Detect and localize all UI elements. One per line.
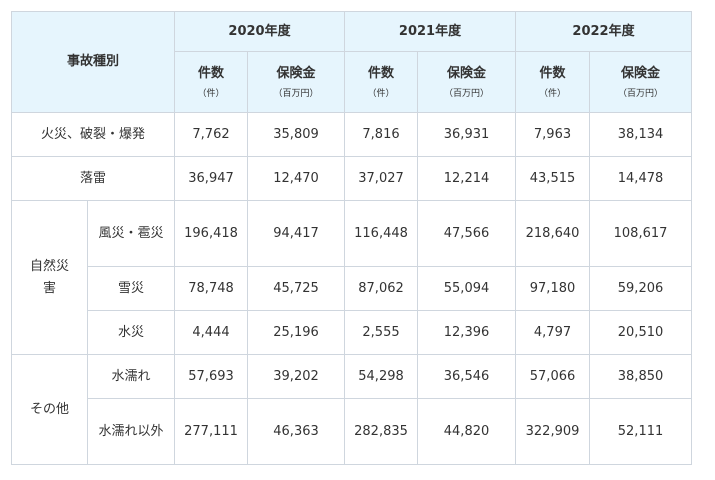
table-cell: 35,809 <box>247 112 346 157</box>
table-cell: 7,816 <box>344 112 419 157</box>
table-cell: 57,693 <box>174 354 249 399</box>
table-cell: 7,963 <box>515 112 591 157</box>
table-cell: 282,835 <box>344 398 419 465</box>
table-cell: 52,111 <box>589 398 693 465</box>
row-label: 落雷 <box>10 156 176 201</box>
table-cell: 94,417 <box>247 200 346 267</box>
category-header: 事故種別 <box>10 11 176 113</box>
table-cell: 39,202 <box>247 354 346 399</box>
insurance-header: 保険金 （百万円） <box>247 51 346 113</box>
count-header: 件数 （件） <box>344 51 419 113</box>
table-cell: 36,947 <box>174 156 249 201</box>
insurance-label: 保険金 <box>621 66 661 81</box>
count-label: 件数 <box>198 66 225 81</box>
table-cell: 38,850 <box>589 354 693 399</box>
count-unit: （件） <box>367 89 395 99</box>
year-header-2020: 2020年度 <box>174 11 346 52</box>
table-cell: 46,363 <box>247 398 346 465</box>
table-row: 火災、破裂・爆発 7,762 35,809 7,816 36,931 7,963… <box>10 112 693 157</box>
accident-statistics-table: 事故種別 2020年度 2021年度 2022年度 件数 （件） 保険金 （百万円）… <box>10 11 693 465</box>
table-cell: 218,640 <box>515 200 591 267</box>
header-row-measures: 件数 （件） 保険金 （百万円） 件数 （件） 保険金 （百万円） 件数 （件） 保険金 （… <box>12 51 693 113</box>
group-label-other: その他 <box>11 354 88 465</box>
table-cell: 4,797 <box>515 310 591 355</box>
count-label: 件数 <box>368 66 395 81</box>
table-row: その他 水濡れ 57,693 39,202 54,298 36,546 57,0… <box>11 354 693 465</box>
count-unit: （件） <box>539 89 567 99</box>
table-cell: 47,566 <box>417 200 517 267</box>
table-cell: 78,748 <box>174 266 249 311</box>
table-row: 雪災 78,748 45,725 87,062 55,094 97,180 59… <box>12 266 693 311</box>
insurance-header: 保険金 （百万円） <box>417 51 517 113</box>
table-cell: 44,820 <box>417 398 517 465</box>
table-cell: 20,510 <box>589 310 693 355</box>
table-cell: 7,762 <box>174 112 249 157</box>
row-label: 火災、破裂・爆発 <box>10 112 176 157</box>
row-label: 水濡れ <box>86 354 176 399</box>
row-label: 雪災 <box>86 266 176 311</box>
insurance-label: 保険金 <box>447 66 487 81</box>
table-cell: 12,214 <box>417 156 517 201</box>
insurance-unit: （百万円） <box>618 89 664 99</box>
table-cell: 43,515 <box>515 156 591 201</box>
table-cell: 37,027 <box>344 156 419 201</box>
table-cell: 38,134 <box>589 112 693 157</box>
table-cell: 14,478 <box>589 156 693 201</box>
table-row: 自然災害 風災・雹災 196,418 94,417 116,448 47,566… <box>11 200 693 355</box>
table-cell: 55,094 <box>417 266 517 311</box>
header-row-years: 事故種別 2020年度 2021年度 2022年度 <box>10 11 693 113</box>
table-cell: 12,396 <box>417 310 517 355</box>
table-cell: 59,206 <box>589 266 693 311</box>
table-row: 落雷 36,947 12,470 37,027 12,214 43,515 14… <box>10 156 693 201</box>
count-header: 件数 （件） <box>174 51 249 113</box>
group-label-natural: 自然災害 <box>11 200 88 355</box>
table-cell: 12,470 <box>247 156 346 201</box>
table-cell: 36,546 <box>417 354 517 399</box>
year-header-2021: 2021年度 <box>344 11 517 52</box>
table-cell: 97,180 <box>515 266 591 311</box>
insurance-unit: （百万円） <box>273 89 319 99</box>
table-cell: 25,196 <box>247 310 346 355</box>
table-cell: 116,448 <box>344 200 419 267</box>
table-cell: 196,418 <box>174 200 249 267</box>
year-header-2022: 2022年度 <box>515 11 693 52</box>
table-cell: 4,444 <box>174 310 249 355</box>
count-label: 件数 <box>539 66 566 81</box>
table-row: 水災 4,444 25,196 2,555 12,396 4,797 20,51… <box>12 310 693 355</box>
row-label: 水災 <box>86 310 176 355</box>
count-header: 件数 （件） <box>515 51 591 113</box>
row-label: 水濡れ以外 <box>86 398 176 465</box>
row-label: 風災・雹災 <box>86 200 176 267</box>
count-unit: （件） <box>197 89 225 99</box>
table-cell: 108,617 <box>589 200 693 267</box>
insurance-unit: （百万円） <box>444 89 490 99</box>
table-cell: 87,062 <box>344 266 419 311</box>
table-cell: 2,555 <box>344 310 419 355</box>
table-cell: 45,725 <box>247 266 346 311</box>
table-row: 水濡れ以外 277,111 46,363 282,835 44,820 322,… <box>12 398 693 465</box>
table-cell: 277,111 <box>174 398 249 465</box>
table-cell: 57,066 <box>515 354 591 399</box>
table-cell: 54,298 <box>344 354 419 399</box>
table-cell: 322,909 <box>515 398 591 465</box>
table-cell: 36,931 <box>417 112 517 157</box>
insurance-header: 保険金 （百万円） <box>589 51 693 113</box>
insurance-label: 保険金 <box>276 66 316 81</box>
